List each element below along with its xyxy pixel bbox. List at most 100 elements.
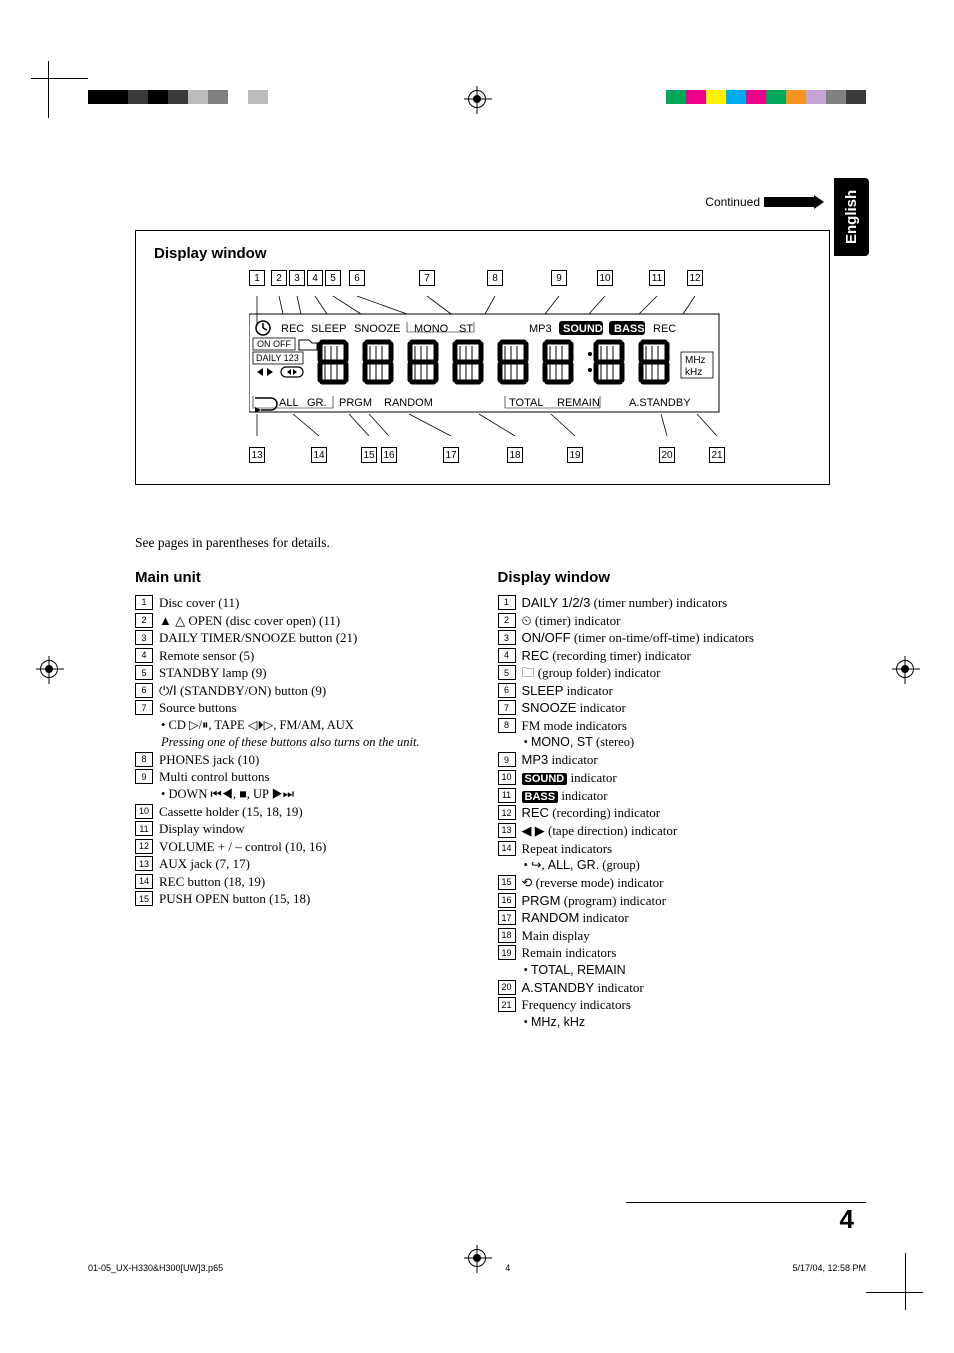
list-item: 16PRGM (program) indicator (498, 892, 831, 910)
svg-text:A.STANDBY: A.STANDBY (629, 397, 691, 409)
item-text: PHONES jack (10) (159, 751, 468, 769)
list-item: 4Remote sensor (5) (135, 647, 468, 665)
callout-number: 12 (687, 270, 703, 286)
list-item: 5STANDBY lamp (9) (135, 664, 468, 682)
list-item: 21 Frequency indicators (498, 996, 831, 1014)
svg-text:REC: REC (653, 323, 676, 335)
item-text: BASS indicator (522, 787, 831, 805)
item-text: ⟲ (reverse mode) indicator (522, 874, 831, 892)
color-bar-left (88, 90, 288, 104)
list-item: 10SOUND indicator (498, 769, 831, 787)
crop-mark-bottom-right (866, 1253, 906, 1293)
list-item: 12 VOLUME + / – control (10, 16) (135, 838, 468, 856)
list-item: 19Remain indicators (498, 944, 831, 962)
list-item: 15 PUSH OPEN button (15, 18) (135, 890, 468, 908)
svg-text:kHz: kHz (685, 367, 702, 378)
item-text: DAILY 1/2/3 (timer number) indicators (522, 594, 831, 612)
item-text: REC (recording timer) indicator (522, 647, 831, 665)
item-text: Display window (159, 820, 468, 838)
item-number-box: 13 (135, 856, 153, 871)
list-item: 11BASS indicator (498, 787, 831, 805)
item-text: Multi control buttons (159, 768, 468, 786)
footer-date: 5/17/04, 12:58 PM (792, 1263, 866, 1273)
list-item: 6SLEEP indicator (498, 682, 831, 700)
list-item: 13◀ ▶ (tape direction) indicator (498, 822, 831, 840)
callout-number: 2 (271, 270, 287, 286)
item-number-box: 6 (498, 683, 516, 698)
item-text: ▲ △ OPEN (disc cover open) (11) (159, 612, 468, 630)
list-item: 6⏻/Ⅰ (STANDBY/ON) button (9) (135, 682, 468, 700)
list-subitem: • DOWN ⏮◀, ■, UP ▶⏭ (135, 786, 468, 803)
color-bar-right (666, 90, 866, 104)
item-number-box: 3 (498, 630, 516, 645)
svg-text:BASS: BASS (614, 323, 645, 335)
list-item: 2▲ △ OPEN (disc cover open) (11) (135, 612, 468, 630)
callout-number: 3 (289, 270, 305, 286)
callout-number: 7 (419, 270, 435, 286)
callout-number: 10 (597, 270, 613, 286)
svg-text:PRGM: PRGM (339, 397, 372, 409)
list-item: 2⏲ (timer) indicator (498, 612, 831, 630)
item-text: Frequency indicators (522, 996, 831, 1014)
callout-number: 14 (311, 447, 327, 463)
main-unit-column: Main unit 1Disc cover (11)2▲ △ OPEN (dis… (135, 569, 468, 1031)
svg-text:SNOOZE: SNOOZE (354, 323, 400, 335)
callout-number: 11 (649, 270, 665, 286)
callout-number: 21 (709, 447, 725, 463)
svg-text:ALL: ALL (279, 397, 299, 409)
callout-number: 15 (361, 447, 377, 463)
svg-text:ST: ST (459, 323, 473, 335)
callout-number: 5 (325, 270, 341, 286)
item-text: REC button (18, 19) (159, 873, 468, 891)
item-number-box: 1 (498, 595, 516, 610)
callout-number: 20 (659, 447, 675, 463)
item-number-box: 12 (498, 805, 516, 820)
list-item: 4REC (recording timer) indicator (498, 647, 831, 665)
item-text: FM mode indicators (522, 717, 831, 735)
list-item: 18Main display (498, 927, 831, 945)
item-text: PRGM (program) indicator (522, 892, 831, 910)
footer: 01-05_UX-H330&H300[UW]3.p65 4 5/17/04, 1… (88, 1263, 866, 1273)
list-item: 1 DAILY 1/2/3 (timer number) indicators (498, 594, 831, 612)
list-item: 3ON/OFF (timer on-time/off-time) indicat… (498, 629, 831, 647)
list-subitem: Pressing one of these buttons also turns… (135, 734, 468, 751)
list-item: 12REC (recording) indicator (498, 804, 831, 822)
svg-text:RANDOM: RANDOM (384, 397, 433, 409)
item-text: PUSH OPEN button (15, 18) (159, 890, 468, 908)
item-number-box: 15 (498, 875, 516, 890)
svg-text:SLEEP: SLEEP (311, 323, 346, 335)
callout-number: 16 (381, 447, 397, 463)
item-number-box: 15 (135, 891, 153, 906)
item-text: Cassette holder (15, 18, 19) (159, 803, 468, 821)
language-tab: English (834, 178, 869, 256)
top-callout-row: 123456789101112 (249, 270, 811, 290)
callout-number: 18 (507, 447, 523, 463)
item-text: VOLUME + / – control (10, 16) (159, 838, 468, 856)
item-text: Remain indicators (522, 944, 831, 962)
item-number-box: 9 (135, 769, 153, 784)
item-number-box: 18 (498, 928, 516, 943)
main-unit-title: Main unit (135, 569, 468, 586)
bottom-callout-row: 13 14 1516 17 18 19 20 21 (249, 447, 811, 467)
list-item: 8FM mode indicators (498, 717, 831, 735)
page-number: 4 (840, 1204, 854, 1235)
item-text: Repeat indicators (522, 840, 831, 858)
item-number-box: 11 (135, 821, 153, 836)
list-item: 11 Display window (135, 820, 468, 838)
callout-number: 13 (249, 447, 265, 463)
list-item: 13AUX jack (7, 17) (135, 855, 468, 873)
callout-number: 17 (443, 447, 459, 463)
svg-text:REMAIN: REMAIN (557, 397, 600, 409)
item-text: A.STANDBY indicator (522, 979, 831, 997)
item-number-box: 21 (498, 997, 516, 1012)
list-subitem: • TOTAL, REMAIN (498, 962, 831, 979)
item-number-box: 4 (135, 648, 153, 663)
item-number-box: 7 (135, 700, 153, 715)
item-number-box: 8 (135, 752, 153, 767)
item-number-box: 14 (135, 874, 153, 889)
item-text: RANDOM indicator (522, 909, 831, 927)
display-window-col-title: Display window (498, 569, 831, 586)
callout-number: 19 (567, 447, 583, 463)
item-number-box: 12 (135, 839, 153, 854)
item-number-box: 2 (498, 613, 516, 628)
